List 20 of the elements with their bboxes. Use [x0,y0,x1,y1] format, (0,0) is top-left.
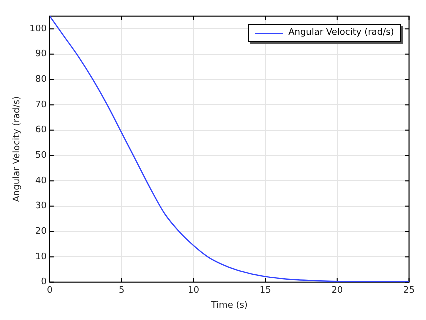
legend-label: Angular Velocity (rad/s) [288,28,394,38]
y-tick-label: 10 [36,252,48,262]
y-tick-label: 0 [41,278,48,288]
y-axis-title: Angular Velocity (rad/s) [12,96,23,202]
y-tick-label: 60 [36,126,48,136]
x-tick-label: 20 [332,286,344,296]
y-tick-label: 40 [36,176,48,186]
x-tick-label: 15 [260,286,272,296]
line-series [50,16,410,282]
y-tick-label: 50 [36,151,48,162]
x-tick-label: 5 [118,286,125,296]
y-tick-label: 100 [30,24,48,34]
y-tick-label: 30 [36,202,48,212]
y-tick-label: 80 [36,75,48,86]
x-axis-title: Time (s) [210,300,248,311]
y-tick-label: 90 [36,50,48,60]
y-tick-label: 20 [36,227,48,238]
x-tick-label: 10 [188,286,200,296]
x-tick-label: 25 [404,286,415,296]
y-tick-label: 70 [36,100,48,110]
